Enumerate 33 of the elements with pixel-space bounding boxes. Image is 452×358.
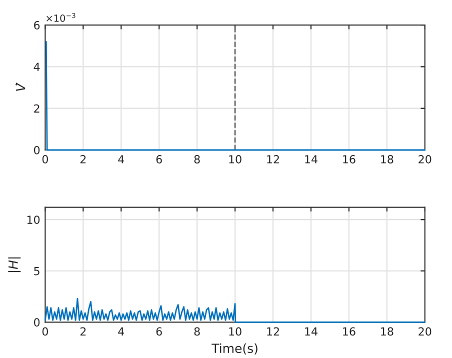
x-tick-label: 18 — [381, 327, 394, 336]
x-tick-label: 12 — [267, 155, 279, 164]
y-tick-label: 6 — [34, 21, 40, 30]
y-tick-label: 5 — [34, 267, 40, 276]
text: ×10$^{−3}$ — [46, 12, 76, 22]
x-tick-label: 4 — [118, 155, 124, 164]
y-tick-label: 10 — [27, 216, 40, 224]
y-tick-label: 2 — [34, 104, 40, 113]
y-tick-label: 4 — [34, 62, 40, 71]
x-tick-label: 10 — [229, 155, 242, 164]
x-tick-label: 14 — [305, 327, 318, 336]
x-tick-label: 14 — [305, 155, 318, 164]
y-tick-label: 0 — [34, 146, 40, 154]
x-tick-label: 16 — [343, 155, 356, 164]
x-tick-label: 8 — [194, 155, 200, 164]
x-tick-label: 0 — [42, 327, 48, 336]
x-tick-label: 2 — [80, 155, 86, 164]
x-tick-label: 20 — [418, 327, 432, 336]
x-tick-label: 18 — [381, 155, 394, 164]
x-tick-label: 4 — [118, 327, 124, 336]
x-tick-label: 6 — [156, 155, 162, 164]
x-tick-label: 12 — [267, 327, 279, 336]
x-tick-label: 10 — [229, 327, 242, 336]
x-axis-title: Time(s) — [212, 343, 258, 355]
x-tick-label: 8 — [194, 327, 200, 336]
x-tick-label: 2 — [80, 327, 86, 336]
y-tick-label: 0 — [34, 318, 40, 327]
x-tick-label: 16 — [343, 327, 356, 336]
y-axis-title: V̇ — [16, 82, 26, 91]
x-tick-label: 6 — [156, 327, 162, 336]
x-tick-label: 0 — [42, 155, 48, 164]
x-tick-label: 20 — [418, 155, 432, 164]
y-axis-title: |H| — [8, 257, 21, 272]
